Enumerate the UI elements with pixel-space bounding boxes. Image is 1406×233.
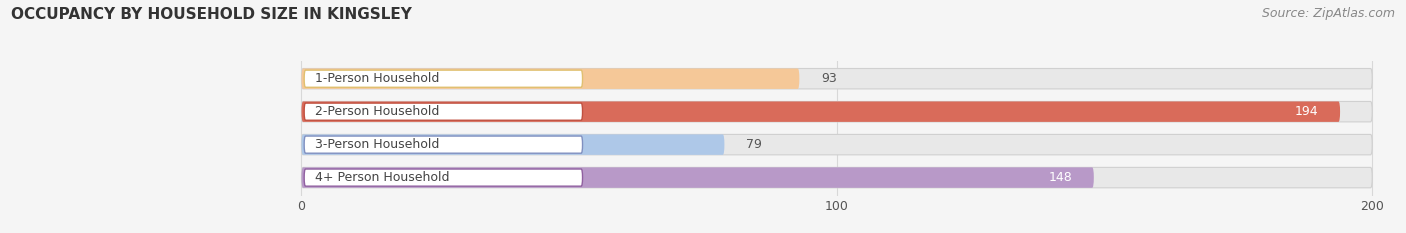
Text: OCCUPANCY BY HOUSEHOLD SIZE IN KINGSLEY: OCCUPANCY BY HOUSEHOLD SIZE IN KINGSLEY <box>11 7 412 22</box>
Text: 79: 79 <box>745 138 762 151</box>
Text: 3-Person Household: 3-Person Household <box>315 138 439 151</box>
FancyBboxPatch shape <box>301 134 724 155</box>
Text: 194: 194 <box>1295 105 1319 118</box>
FancyBboxPatch shape <box>304 70 582 87</box>
FancyBboxPatch shape <box>304 103 582 120</box>
FancyBboxPatch shape <box>304 136 582 153</box>
Text: Source: ZipAtlas.com: Source: ZipAtlas.com <box>1261 7 1395 20</box>
FancyBboxPatch shape <box>301 101 1340 122</box>
Text: 4+ Person Household: 4+ Person Household <box>315 171 450 184</box>
Text: 1-Person Household: 1-Person Household <box>315 72 439 85</box>
Text: 93: 93 <box>821 72 837 85</box>
Text: 148: 148 <box>1049 171 1073 184</box>
FancyBboxPatch shape <box>301 167 1372 188</box>
FancyBboxPatch shape <box>301 167 1094 188</box>
FancyBboxPatch shape <box>304 169 582 186</box>
Text: 2-Person Household: 2-Person Household <box>315 105 439 118</box>
FancyBboxPatch shape <box>301 69 800 89</box>
FancyBboxPatch shape <box>301 134 1372 155</box>
FancyBboxPatch shape <box>301 69 1372 89</box>
FancyBboxPatch shape <box>301 101 1372 122</box>
